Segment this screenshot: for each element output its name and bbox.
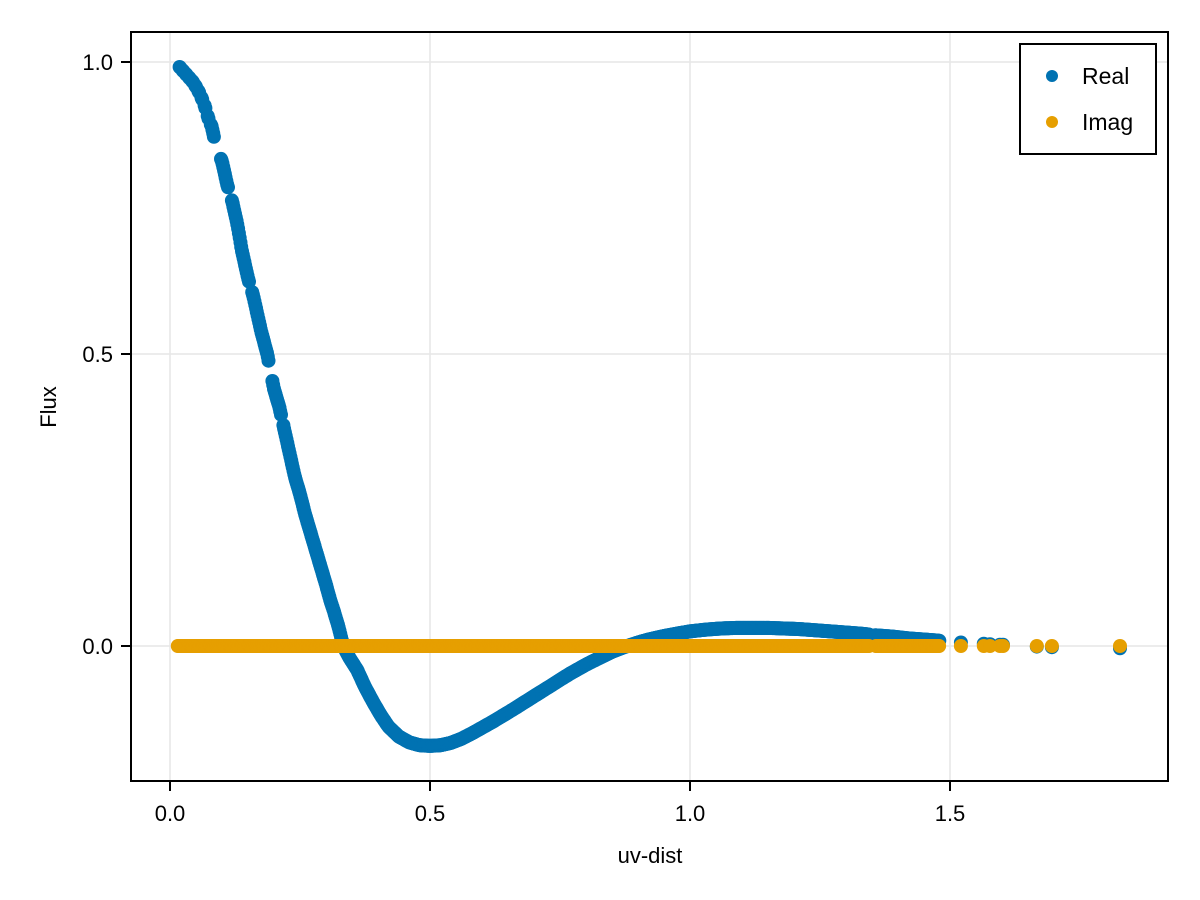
x-tick-label: 0.0: [155, 801, 186, 826]
legend-marker-imag: [1046, 116, 1058, 128]
data-point: [274, 407, 288, 422]
data-point: [1029, 639, 1044, 653]
data-point: [1044, 639, 1059, 653]
y-tick-label: 0.5: [82, 342, 113, 367]
y-tick-label: 1.0: [82, 50, 113, 75]
data-point: [242, 274, 256, 289]
data-point: [953, 639, 968, 653]
legend-label-imag: Imag: [1082, 109, 1133, 135]
x-axis-label: uv-dist: [618, 843, 683, 868]
data-point: [221, 180, 235, 195]
data-point: [932, 639, 947, 653]
series-imag-points-overlay: [170, 639, 1127, 653]
x-axis: [169, 781, 951, 791]
data-point: [1113, 639, 1127, 653]
y-axis-label: Flux: [36, 386, 61, 428]
x-tick-label: 0.5: [415, 801, 446, 826]
data-point: [261, 353, 276, 368]
y-axis: [121, 61, 131, 647]
legend-label-real: Real: [1082, 63, 1129, 89]
x-tick-label: 1.5: [935, 801, 966, 826]
gridlines: [131, 32, 1168, 781]
data-point: [206, 129, 221, 144]
x-tick-label: 1.0: [675, 801, 706, 826]
legend-marker-real: [1046, 70, 1058, 82]
y-tick-label: 0.0: [82, 634, 113, 659]
plot-frame: [130, 31, 1169, 782]
legend-box: [1019, 43, 1157, 155]
data-point: [983, 639, 997, 653]
data-point: [996, 639, 1010, 653]
legend: Real Imag: [1019, 43, 1157, 155]
